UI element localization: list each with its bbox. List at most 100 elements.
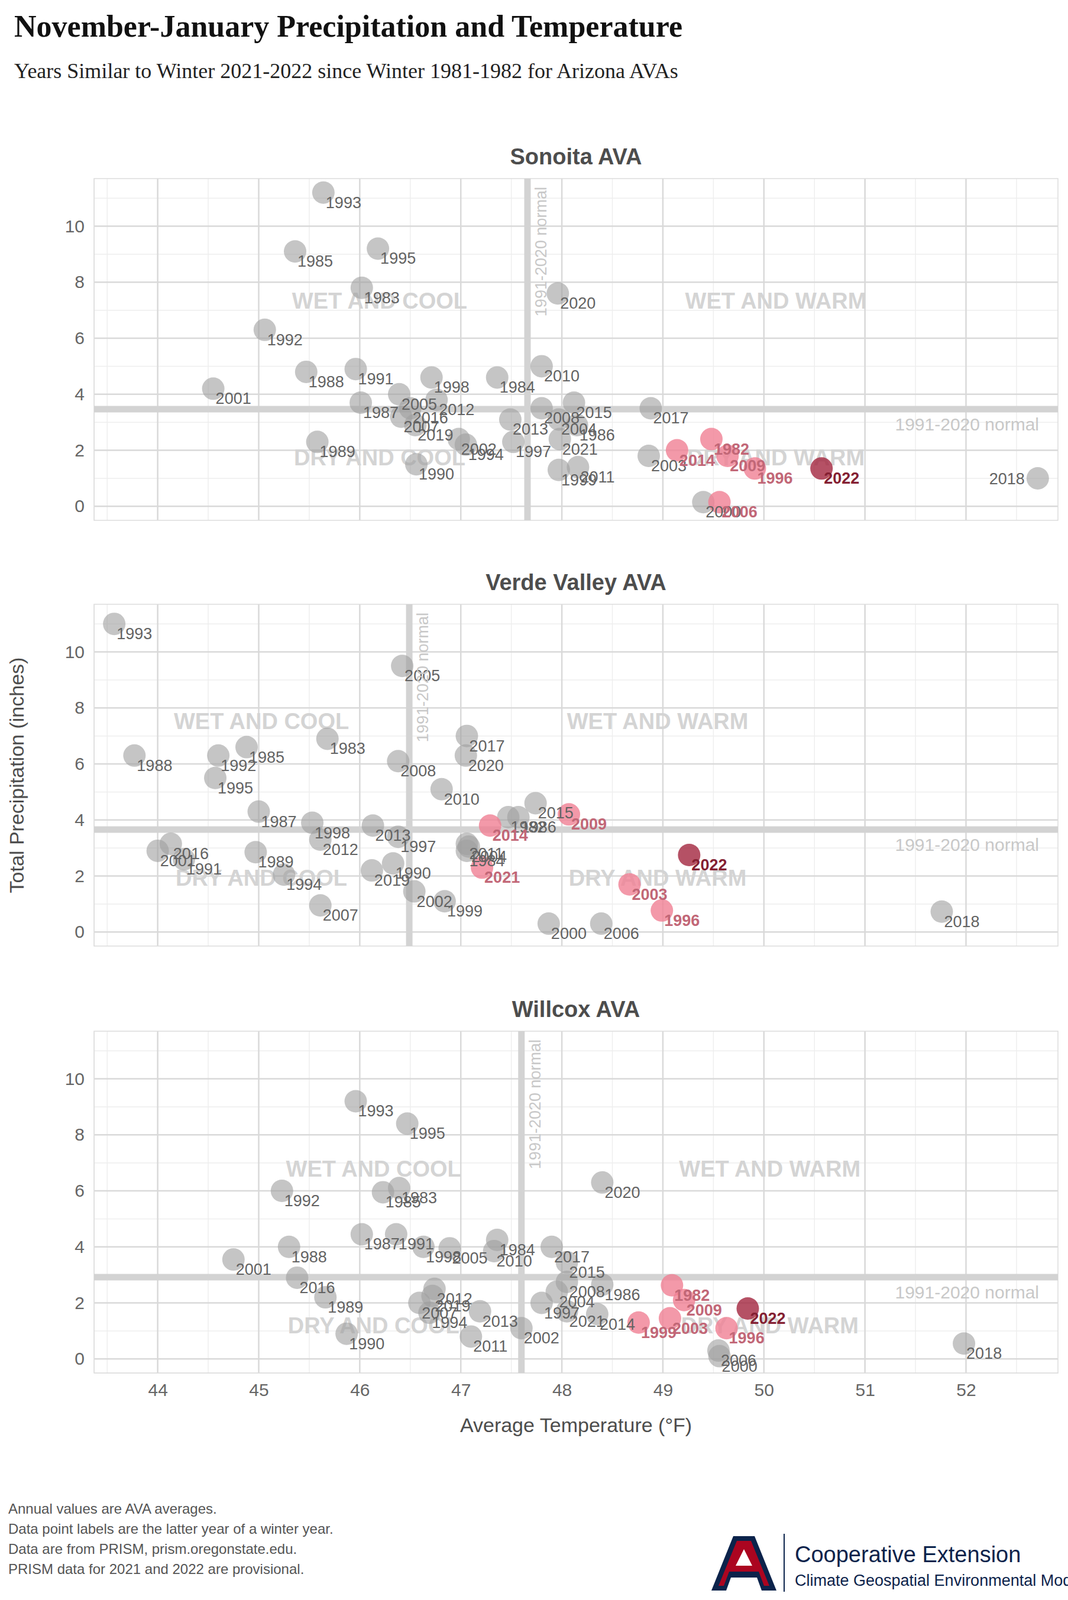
y-tick: 6 — [74, 328, 95, 348]
minor-grid-line — [713, 604, 715, 947]
grid-line — [863, 1031, 866, 1374]
y-axis-title: Total Precipitation (inches) — [5, 657, 28, 894]
point-label: 2005 — [451, 1249, 488, 1268]
point-label: 2011 — [473, 1337, 508, 1356]
point-label: 2009 — [571, 815, 607, 834]
point-label: 1985 — [385, 1193, 422, 1212]
logo-subtext: Climate Geospatial Environmental Modelin… — [794, 1571, 1068, 1590]
x-tick: 45 — [248, 1373, 269, 1400]
minor-grid-line — [914, 604, 917, 947]
x-tick-label: 51 — [855, 1380, 875, 1400]
point-label: 2010 — [444, 790, 480, 809]
quadrant-label: WET AND COOL — [292, 288, 468, 314]
logo-text: Cooperative Extension — [794, 1542, 1021, 1568]
minor-grid-line — [106, 178, 108, 521]
minor-grid-line — [94, 1050, 1058, 1052]
point-label: 1988 — [291, 1248, 328, 1267]
panel: 0246810 WET AND COOLWET AND WARMDRY AND C… — [65, 144, 1058, 521]
grid — [94, 604, 1058, 947]
point-label: 1991 — [358, 370, 394, 388]
point-label: 1992 — [267, 331, 303, 349]
grid-line — [94, 651, 1058, 653]
point-label: 1992 — [284, 1192, 320, 1210]
x-tick-label: 44 — [147, 1380, 168, 1400]
point-label: 1983 — [329, 739, 366, 758]
x-tick: 46 — [350, 1373, 370, 1400]
point-label: 2008 — [569, 1283, 605, 1301]
grid-line — [460, 604, 462, 947]
point-label: 2015 — [576, 403, 613, 422]
minor-grid-line — [94, 253, 1058, 255]
grid-line — [94, 225, 1058, 228]
point-label: 1985 — [297, 252, 333, 271]
minor-grid-line — [1015, 178, 1018, 521]
point-labels: 1983198419851986198719881989199019911992… — [235, 1102, 1002, 1375]
point-label: 1988 — [308, 373, 345, 391]
y-tick-label: 6 — [74, 328, 85, 348]
data-point — [1026, 467, 1050, 490]
point-label: 2001 — [235, 1260, 272, 1279]
y-axis: 0246810 — [65, 179, 95, 521]
y-axis: 0246810 — [65, 1031, 95, 1374]
x-tick: 51 — [855, 1373, 875, 1400]
point-label: 2016 — [173, 845, 209, 863]
point-label: 2022 — [749, 1309, 786, 1328]
point-label: 2003 — [672, 1319, 708, 1338]
point-label: 2011 — [468, 845, 504, 863]
y-tick: 0 — [74, 496, 95, 516]
y-tick: 2 — [74, 1293, 95, 1313]
grid-line — [94, 1190, 1058, 1193]
y-tick: 6 — [74, 753, 95, 774]
grid-line — [94, 1078, 1058, 1080]
point-label: 2020 — [468, 756, 504, 775]
point-label: 2017 — [468, 737, 505, 756]
quadrant-labels: WET AND COOLWET AND WARMDRY AND COOLDRY … — [292, 288, 867, 471]
grid-line — [156, 604, 159, 947]
point-label: 2019 — [417, 426, 453, 445]
grid-line — [94, 337, 1058, 340]
point-label: 2002 — [461, 440, 497, 459]
minor-grid-line — [94, 1162, 1058, 1164]
normal-label-horizontal: 1991-2020 normal — [894, 1282, 1040, 1303]
point-label: 1987 — [364, 1235, 400, 1254]
plot-frame — [94, 178, 1058, 521]
minor-grid-line — [94, 1218, 1058, 1220]
footnote: Annual values are AVA averages. — [8, 1500, 218, 1517]
point-label: 2012 — [322, 840, 359, 859]
point-label: 2015 — [538, 804, 574, 822]
point-label: 2017 — [652, 409, 689, 427]
point-label: 2010 — [496, 1252, 533, 1271]
panel: 0246810444546474849505152WET AND COOLWET… — [65, 997, 1059, 1437]
point-label: 2021 — [569, 1312, 605, 1331]
point-label: 2022 — [823, 469, 860, 488]
point-label: 1987 — [261, 813, 297, 831]
y-axis: 0246810 — [65, 604, 95, 947]
minor-grid-line — [914, 178, 917, 521]
x-tick: 44 — [147, 1373, 168, 1400]
grid-line — [965, 1031, 967, 1374]
point-label: 1992 — [220, 756, 257, 775]
point-label: 2010 — [544, 367, 580, 385]
point-label: 1995 — [380, 249, 416, 268]
y-tick: 0 — [74, 921, 95, 942]
x-axis-title: Average Temperature (°F) — [460, 1413, 692, 1437]
panel: 0246810WET AND COOLWET AND WARMDRY AND C… — [5, 570, 1058, 947]
normal-label-horizontal: 1991-2020 normal — [894, 835, 1040, 855]
panel-title: Willcox AVA — [512, 997, 640, 1022]
logo-mark-hole — [735, 1549, 753, 1566]
grid-line — [561, 604, 563, 947]
point-label: 2020 — [560, 294, 596, 313]
point-label: 2008 — [400, 762, 436, 781]
y-tick: 0 — [74, 1348, 95, 1369]
y-tick-label: 10 — [65, 1069, 85, 1089]
axis-line — [94, 1373, 1059, 1374]
point-label: 1989 — [257, 853, 294, 872]
normal-label-vertical: 1991-2020 normal — [526, 1039, 545, 1170]
point-label: 1996 — [664, 911, 700, 930]
point-label: 1986 — [604, 1286, 640, 1304]
grid — [94, 178, 1058, 521]
point-label: 2008 — [544, 409, 580, 427]
point-label: 2018 — [989, 470, 1025, 488]
point-label: 1993 — [358, 1102, 394, 1121]
point-label: 2019 — [374, 871, 410, 890]
